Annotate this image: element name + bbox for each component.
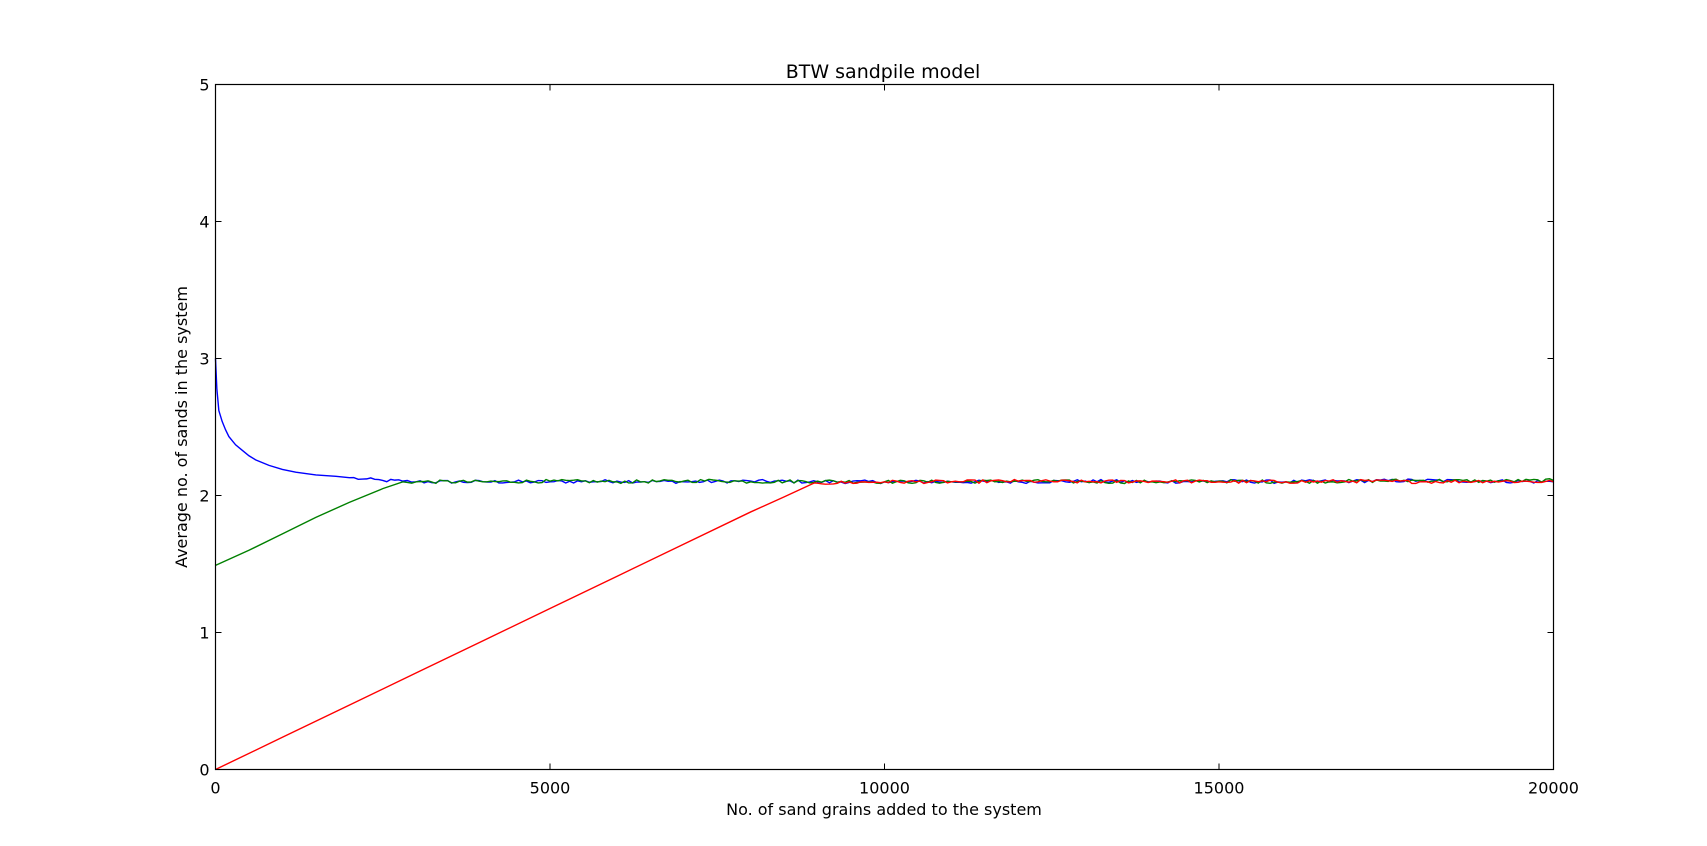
series-line-0 [214,358,1554,485]
x-tick-label: 5000 [530,779,571,798]
series-line-1 [215,478,1554,567]
x-tick-label: 15000 [1194,779,1245,798]
y-tick-label: 0 [199,761,209,780]
x-axis-label: No. of sand grains added to the system [726,800,1042,819]
y-tick-label: 4 [199,213,209,232]
tick-layer: 0 5000 10000 15000 20000 0 1 2 3 4 5 [199,76,1579,798]
plot-frame [214,83,1555,771]
series-line-2 [215,478,1554,771]
x-tick-label: 20000 [1528,779,1579,798]
y-tick-label: 2 [199,487,209,506]
y-tick-label: 3 [199,350,209,369]
y-tick-label: 5 [199,76,209,95]
y-axis-label: Average no. of sands in the system [172,286,191,568]
y-tick-label: 1 [199,624,209,643]
x-tick-label: 0 [210,779,220,798]
series-layer [214,358,1554,771]
x-tick-label: 10000 [859,779,910,798]
chart-title: BTW sandpile model [786,61,981,83]
